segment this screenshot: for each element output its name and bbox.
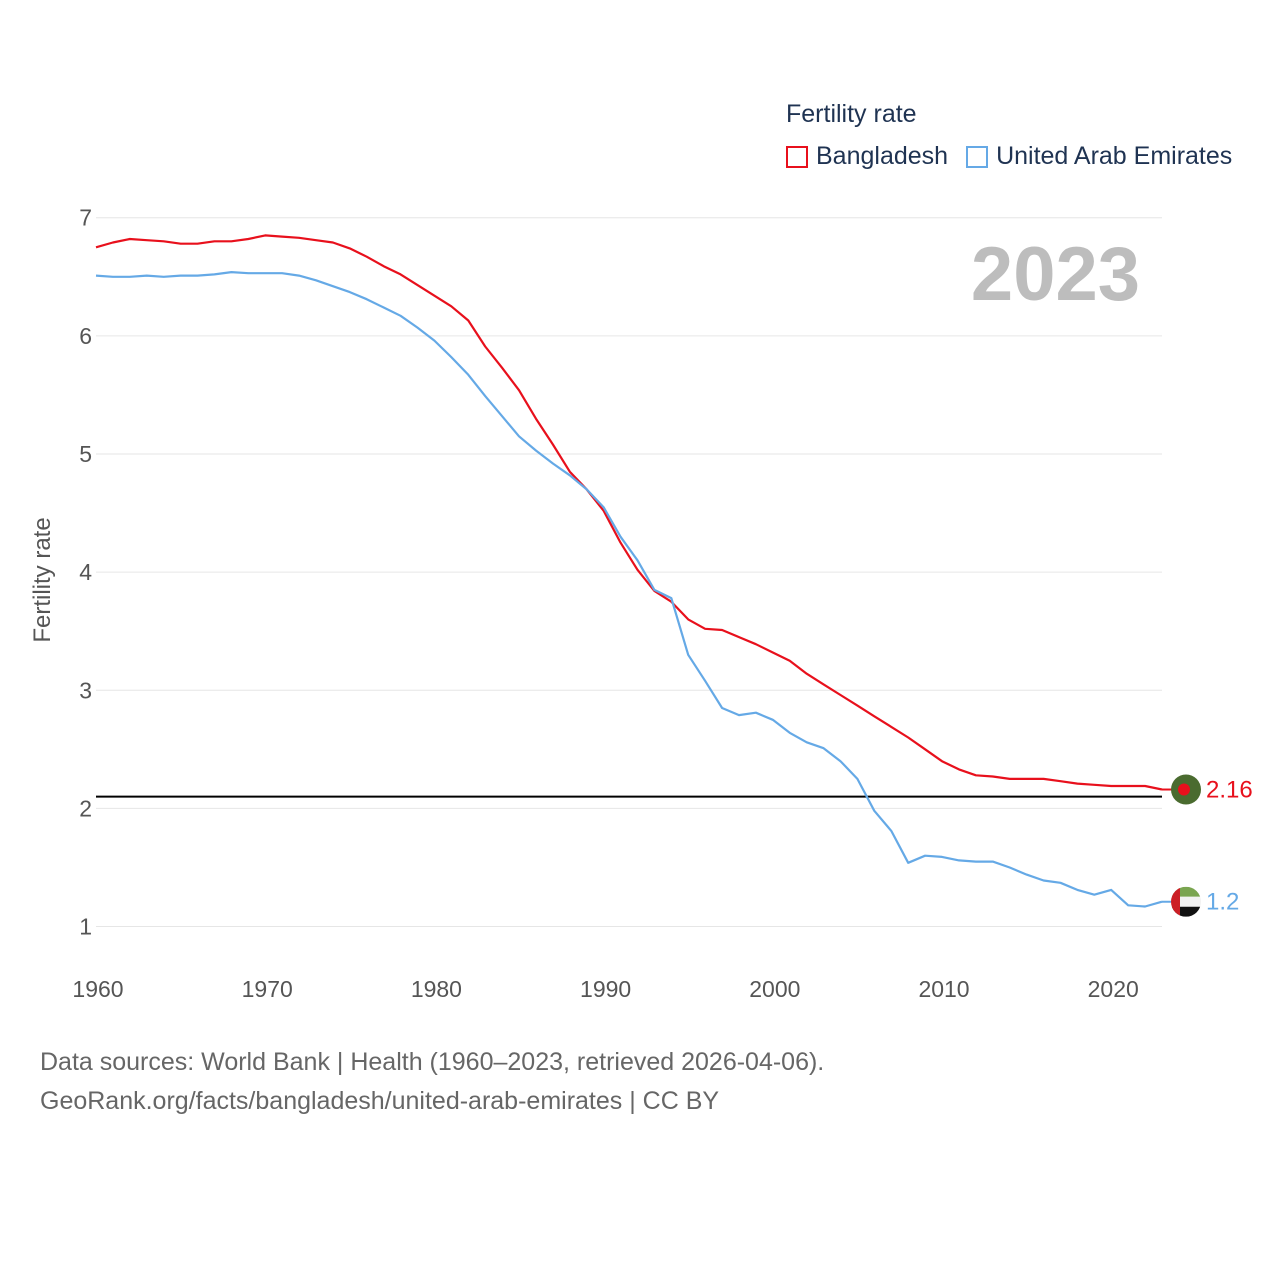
- uae-flag-black-band: [1171, 906, 1201, 917]
- bangladesh-flag-icon: [1171, 774, 1201, 805]
- series-line-bangladesh: [95, 234, 1163, 791]
- end-value-label-uae: 1.2: [1206, 889, 1239, 916]
- x-tick-1980: 1980: [411, 976, 462, 1002]
- y-tick-7: 7: [79, 205, 92, 231]
- grid: [96, 217, 1162, 928]
- y-tick-1: 1: [79, 914, 92, 940]
- legend-label-bangladesh: Bangladesh: [816, 142, 949, 170]
- bangladesh-flag-disc: [1178, 783, 1190, 796]
- y-tick-4: 4: [79, 559, 92, 585]
- legend-item-uae[interactable]: United Arab Emirates: [966, 142, 1232, 171]
- y-tick-labels: 1 2 3 4 5 6 7: [79, 205, 92, 940]
- uae-flag-icon: [1171, 886, 1201, 917]
- y-tick-2: 2: [79, 795, 92, 821]
- x-tick-1960: 1960: [72, 976, 123, 1002]
- end-value-label-bangladesh: 2.16: [1206, 777, 1253, 804]
- x-tick-labels: 1960 1970 1980 1990 2000 2010 2020: [72, 976, 1138, 1002]
- series-line-uae: [95, 271, 1163, 908]
- footer: Data sources: World Bank | Health (1960–…: [40, 1043, 824, 1121]
- x-tick-2020: 2020: [1088, 976, 1139, 1002]
- uae-flag-body: [1171, 886, 1201, 917]
- attribution-text[interactable]: GeoRank.org/facts/bangladesh/united-arab…: [40, 1087, 720, 1115]
- x-tick-2000: 2000: [749, 976, 800, 1002]
- series-lines: [95, 234, 1163, 908]
- y-tick-3: 3: [79, 677, 92, 703]
- legend-title: Fertility rate: [786, 100, 917, 128]
- y-axis-label: Fertility rate: [29, 517, 56, 642]
- x-tick-1970: 1970: [242, 976, 293, 1002]
- legend: Bangladesh United Arab Emirates: [786, 142, 1250, 171]
- uae-flag-white-band: [1171, 896, 1201, 907]
- x-tick-2010: 2010: [918, 976, 969, 1002]
- line-chart: 1 2 3 4 5 6 7 1960 1970 1980 1990 2000 2010 2020 Fer…: [29, 205, 1253, 1002]
- x-tick-1990: 1990: [580, 976, 631, 1002]
- y-tick-5: 5: [79, 441, 92, 467]
- uae-flag-red-band: [1171, 886, 1180, 917]
- uae-flag-green-band: [1171, 886, 1201, 897]
- legend-swatch-bangladesh: [786, 145, 808, 168]
- legend-item-bangladesh[interactable]: Bangladesh: [786, 142, 948, 171]
- data-source-text: Data sources: World Bank | Health (1960–…: [40, 1048, 825, 1076]
- y-tick-6: 6: [79, 323, 92, 349]
- end-markers: 2.16 1.2: [1162, 774, 1253, 917]
- legend-label-uae: United Arab Emirates: [996, 142, 1233, 170]
- current-year-label: 2023: [971, 232, 1140, 317]
- legend-swatch-uae: [966, 145, 989, 168]
